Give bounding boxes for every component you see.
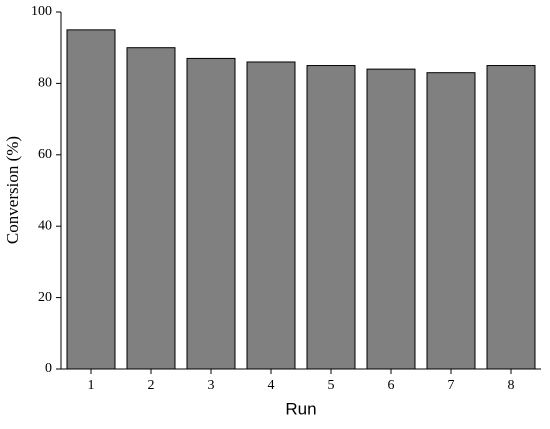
x-tick-label: 6	[388, 378, 395, 393]
y-tick-label: 40	[38, 218, 52, 233]
x-tick-label: 2	[148, 378, 155, 393]
x-tick-label: 8	[508, 378, 515, 393]
x-tick-label: 3	[208, 378, 215, 393]
y-tick-label: 0	[45, 361, 52, 376]
y-tick-label: 20	[38, 290, 52, 305]
bar	[66, 29, 116, 370]
bar	[246, 61, 296, 370]
y-tick-label: 80	[38, 76, 52, 91]
bar	[126, 47, 176, 370]
y-axis-title: Conversion (%)	[3, 136, 22, 244]
x-axis-title: Run	[285, 399, 316, 418]
x-tick-label: 5	[328, 378, 335, 393]
bar	[186, 57, 236, 370]
x-tick-label: 4	[268, 378, 275, 393]
bar	[426, 72, 476, 370]
x-tick-label: 1	[88, 378, 95, 393]
x-tick-label: 7	[448, 378, 455, 393]
bar	[306, 65, 356, 370]
y-tick-label: 100	[31, 4, 52, 19]
y-tick-label: 60	[38, 147, 52, 162]
bar	[486, 65, 536, 370]
bar	[366, 68, 416, 370]
